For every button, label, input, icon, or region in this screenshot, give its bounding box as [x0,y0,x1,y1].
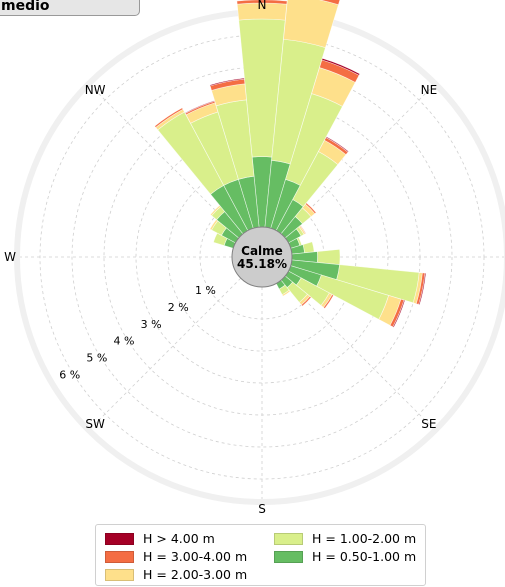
angular-grid-line [282,277,434,429]
wind-bar-segment [302,241,315,254]
direction-label: N [258,0,267,12]
calm-disc [231,226,293,288]
radial-tick-label: 2 % [168,301,189,314]
wind-bar-segment [321,57,361,76]
radial-tick-label: 1 % [195,284,216,297]
legend-label: H > 4.00 m [143,531,215,546]
direction-label: SW [85,417,105,431]
wind-bar-segment [281,289,291,297]
wind-bar-segment [300,295,312,307]
wind-bar-segment [154,107,184,128]
calm-value: 45.18% [237,257,287,271]
legend-label: H = 1.00-2.00 m [312,531,417,546]
wind-bar-segment [325,136,350,153]
wind-bar-segment [209,77,245,87]
legend-item-h-1-2: H = 1.00-2.00 m [274,531,416,546]
angular-grid-line [90,85,242,237]
chart-title: medio [0,0,140,16]
radial-tick-label: 6 % [59,369,80,382]
legend: H > 4.00 m H = 3.00-4.00 m H = 2.00-3.00… [95,524,426,586]
legend-label: H = 2.00-3.00 m [143,567,248,582]
legend-swatch [105,568,134,581]
radial-tick-label: 5 % [86,352,107,365]
radial-tick-label: 4 % [114,335,135,348]
direction-label: NE [421,83,438,97]
legend-label: H = 0.50-1.00 m [312,549,417,564]
legend-item-h-gt-4: H > 4.00 m [105,531,215,546]
wind-bar-segment [299,224,307,235]
calm-circle: Calme 45.18% [231,226,293,288]
radial-tick-label: 3 % [141,318,162,331]
wind-bar-segment [283,0,339,48]
wind-bar-segment [318,0,341,6]
direction-label: W [4,250,16,264]
direction-label: SE [421,417,436,431]
angular-grid-line [90,277,242,429]
radial-grid-ring [167,162,357,352]
axis-labels: NNEESESSWWNW1 %2 %3 %4 %5 %6 % [4,0,438,516]
legend-swatch [105,550,134,563]
wind-bar-segment [418,272,427,306]
wind-bar-segment [304,202,317,215]
wind-rose-chart: NNEESESSWWNW1 %2 %3 %4 %5 %6 % Calme 45.… [4,0,505,516]
legend-item-h-2-3: H = 2.00-3.00 m [105,567,247,582]
direction-label: S [258,502,266,516]
direction-label: NW [85,83,106,97]
wind-bar-segment [317,249,341,265]
legend-swatch [105,532,134,545]
wind-bar-segment [392,299,406,328]
legend-swatch [274,550,303,563]
wind-bar-segment [323,294,335,309]
legend-item-h-05-1: H = 0.50-1.00 m [274,549,416,564]
legend-item-h-3-4: H = 3.00-4.00 m [105,549,247,564]
legend-label: H = 3.00-4.00 m [143,549,248,564]
legend-swatch [274,532,303,545]
calm-label: Calme [241,244,283,258]
angular-grid-line [282,85,434,237]
wind-bars [154,0,427,328]
